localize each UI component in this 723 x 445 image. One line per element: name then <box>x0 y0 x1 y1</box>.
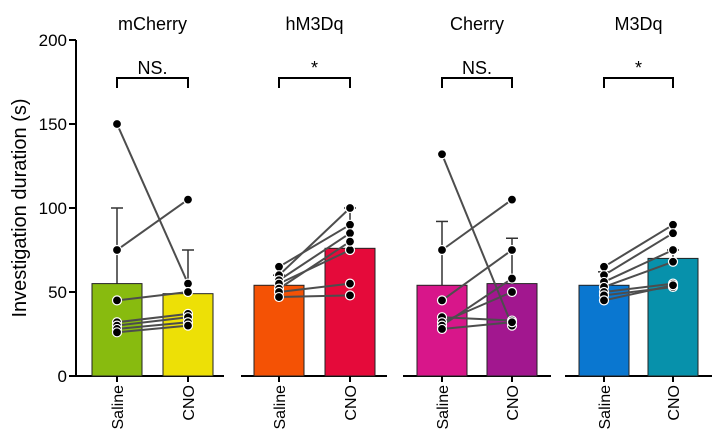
y-axis-label: Investigation duration (s) <box>9 98 31 317</box>
data-point <box>506 317 518 328</box>
panel-cherry: Cherry NS. Saline CNO <box>403 14 551 429</box>
data-point <box>436 323 448 335</box>
significance-bracket <box>441 77 513 88</box>
y-tick-label: 100 <box>39 199 67 218</box>
panel-title: M3Dq <box>614 14 662 34</box>
data-point <box>506 286 518 298</box>
data-point <box>667 219 679 230</box>
data-point <box>182 278 194 289</box>
paired-line <box>603 282 674 293</box>
panel-m3dq: M3Dq * Saline CNO <box>565 14 712 429</box>
data-point <box>667 280 679 291</box>
x-category-label: CNO <box>343 385 360 421</box>
paired-line <box>278 207 351 276</box>
y-tick-label: 150 <box>39 115 67 134</box>
paired-line <box>603 260 674 288</box>
paired-line <box>116 312 189 324</box>
paired-line <box>278 282 351 293</box>
y-axis: 0 50 100 150 200 <box>39 31 77 386</box>
paired-line <box>441 198 513 251</box>
y-tick-label: 50 <box>48 283 67 302</box>
data-point <box>344 228 356 239</box>
data-point <box>344 290 356 301</box>
data-point <box>506 194 518 205</box>
significance-bracket <box>603 77 674 88</box>
paired-line <box>441 277 513 327</box>
data-point <box>436 149 448 160</box>
data-point <box>667 228 679 239</box>
x-category-label: Saline <box>272 385 289 430</box>
data-point <box>436 295 448 306</box>
data-point <box>598 295 610 306</box>
paired-line <box>116 324 189 334</box>
significance-label: * <box>635 58 642 78</box>
bar-cno <box>324 247 376 377</box>
paired-line <box>116 123 189 285</box>
data-point <box>344 278 356 289</box>
data-point <box>182 194 194 205</box>
data-point <box>344 202 356 214</box>
paired-line <box>278 249 351 285</box>
data-point <box>111 295 123 306</box>
x-category-label: Saline <box>435 385 452 430</box>
data-point <box>182 320 194 331</box>
significance-bracket <box>116 77 189 88</box>
data-point <box>667 256 679 267</box>
paired-line <box>278 294 351 299</box>
significance-bracket <box>278 77 351 88</box>
paired-line <box>116 316 189 327</box>
x-category-label: Saline <box>597 385 614 430</box>
paired-line <box>116 291 189 302</box>
significance-label: NS. <box>462 58 492 78</box>
data-point <box>598 261 610 272</box>
data-point <box>111 118 123 130</box>
paired-line <box>603 232 674 277</box>
data-point <box>506 244 518 256</box>
data-point <box>111 244 123 256</box>
x-category-label: CNO <box>666 385 683 421</box>
y-tick-label: 200 <box>39 31 67 50</box>
data-point <box>344 244 356 256</box>
paired-line <box>116 321 189 330</box>
panel-mcherry: mCherry NS. Saline CNO <box>76 14 224 429</box>
data-point <box>111 327 123 338</box>
paired-line <box>278 223 351 268</box>
significance-label: NS. <box>137 58 167 78</box>
paired-line <box>603 249 674 283</box>
y-tick-label: 0 <box>58 367 67 386</box>
significance-label: * <box>311 58 318 78</box>
paired-line <box>278 240 351 290</box>
data-point <box>344 219 356 230</box>
data-point <box>667 244 679 256</box>
paired-line <box>441 249 513 302</box>
x-category-label: CNO <box>505 385 522 421</box>
panel-title: Cherry <box>450 14 504 34</box>
data-point <box>182 286 194 298</box>
panel-title: hM3Dq <box>285 14 343 34</box>
paired-line <box>278 232 351 282</box>
data-point <box>436 244 448 256</box>
paired-line <box>441 321 513 330</box>
data-point <box>344 236 356 247</box>
bar-cno <box>162 293 214 377</box>
x-category-label: Saline <box>110 385 127 430</box>
x-category-label: CNO <box>181 385 198 421</box>
panel-title: mCherry <box>118 14 187 34</box>
data-point <box>273 291 285 303</box>
panel-hm3dq: hM3Dq * Saline CNO <box>241 14 387 429</box>
paired-line <box>116 198 189 251</box>
paired-line <box>603 223 674 268</box>
data-point <box>506 273 518 284</box>
paired-line <box>603 284 674 302</box>
data-point <box>273 261 285 272</box>
bar-cno <box>647 257 699 377</box>
